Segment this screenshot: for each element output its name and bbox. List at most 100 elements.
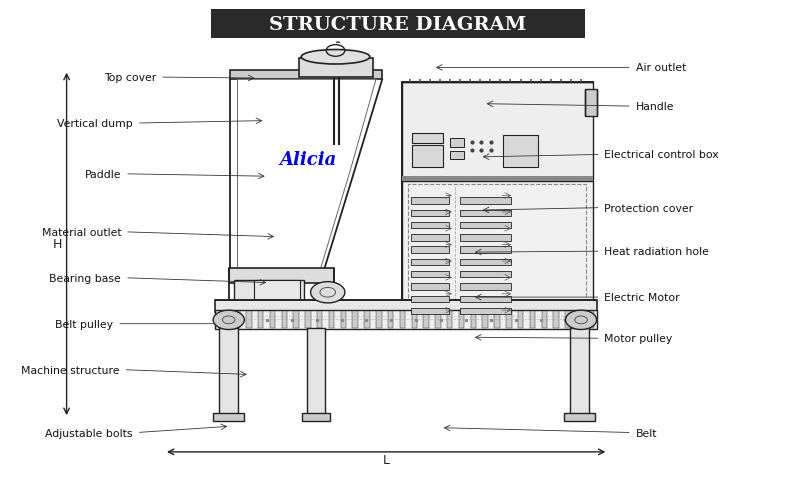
Bar — [258, 312, 263, 328]
Text: Belt pulley: Belt pulley — [55, 319, 114, 329]
Bar — [460, 296, 511, 302]
Bar — [447, 312, 453, 328]
Bar — [213, 413, 244, 422]
Bar — [402, 83, 593, 324]
Bar — [302, 413, 330, 422]
Text: H: H — [53, 238, 62, 251]
Bar — [411, 235, 449, 241]
Bar — [317, 312, 322, 328]
Bar — [585, 90, 597, 117]
Bar — [376, 312, 382, 328]
Bar — [506, 312, 511, 328]
Bar — [460, 223, 511, 229]
Bar — [282, 312, 287, 328]
FancyBboxPatch shape — [211, 10, 585, 39]
Bar — [411, 284, 449, 290]
Text: Paddle: Paddle — [85, 169, 121, 180]
Circle shape — [310, 282, 345, 303]
Bar — [554, 312, 559, 328]
Bar — [450, 139, 464, 148]
Bar — [423, 312, 429, 328]
Bar — [589, 312, 594, 328]
Bar — [460, 284, 511, 290]
Bar — [570, 328, 589, 416]
Text: Motor pulley: Motor pulley — [605, 333, 673, 344]
Circle shape — [566, 311, 597, 330]
Bar — [219, 328, 238, 416]
Text: Machine structure: Machine structure — [21, 365, 120, 375]
Bar — [460, 272, 511, 278]
Bar — [494, 312, 500, 328]
Bar — [388, 312, 394, 328]
Bar — [246, 312, 251, 328]
Ellipse shape — [302, 50, 370, 65]
Bar — [341, 312, 346, 328]
Text: Electrical control box: Electrical control box — [605, 150, 719, 160]
Bar — [518, 312, 523, 328]
Bar — [460, 198, 511, 204]
Bar — [503, 136, 538, 167]
Bar — [459, 312, 464, 328]
Bar — [411, 247, 449, 253]
Bar — [258, 307, 297, 312]
Bar — [411, 312, 417, 328]
Text: Air outlet: Air outlet — [636, 63, 686, 73]
Text: Heat radiation hole: Heat radiation hole — [605, 247, 710, 257]
Bar — [234, 312, 240, 328]
Text: Bearing base: Bearing base — [50, 273, 121, 283]
Text: L: L — [382, 453, 390, 466]
Bar — [402, 182, 593, 324]
Bar — [460, 259, 511, 266]
Text: STRUCTURE DIAGRAM: STRUCTURE DIAGRAM — [270, 16, 526, 34]
Bar — [530, 312, 535, 328]
Bar — [564, 413, 595, 422]
Bar — [408, 185, 586, 319]
Bar — [412, 134, 443, 144]
Bar — [482, 312, 488, 328]
Bar — [270, 312, 275, 328]
Bar — [460, 235, 511, 241]
Text: Adjustable bolts: Adjustable bolts — [46, 428, 133, 438]
Text: Belt: Belt — [636, 428, 657, 438]
Text: Electric Motor: Electric Motor — [605, 292, 680, 302]
Bar — [222, 312, 228, 328]
Bar — [460, 308, 511, 315]
Bar — [412, 146, 443, 167]
Bar — [229, 269, 334, 283]
Bar — [542, 312, 547, 328]
Bar — [254, 281, 301, 310]
Bar — [435, 312, 441, 328]
Text: Material outlet: Material outlet — [42, 227, 121, 237]
Bar — [306, 328, 326, 416]
Text: Top cover: Top cover — [104, 73, 156, 83]
Bar — [402, 177, 593, 182]
Bar — [460, 211, 511, 216]
Circle shape — [213, 311, 244, 330]
Bar — [364, 312, 370, 328]
Bar — [353, 312, 358, 328]
Bar — [411, 198, 449, 204]
Bar — [460, 247, 511, 253]
Text: Vertical dump: Vertical dump — [57, 119, 133, 129]
Bar — [411, 296, 449, 302]
Bar — [329, 312, 334, 328]
Bar — [470, 312, 476, 328]
Bar — [450, 151, 464, 160]
Bar — [214, 300, 597, 312]
Bar — [400, 312, 406, 328]
Bar — [230, 71, 382, 80]
Bar — [566, 312, 570, 328]
Bar — [577, 312, 582, 328]
Bar — [306, 312, 310, 328]
Bar — [411, 223, 449, 229]
Text: Protection cover: Protection cover — [605, 203, 694, 213]
Bar — [214, 311, 597, 329]
Bar — [411, 308, 449, 315]
Text: Alicia: Alicia — [280, 151, 337, 169]
Bar — [402, 83, 593, 179]
Bar — [411, 259, 449, 266]
Bar — [294, 312, 299, 328]
Bar — [411, 211, 449, 216]
Text: Handle: Handle — [636, 102, 674, 112]
Bar — [299, 59, 373, 78]
